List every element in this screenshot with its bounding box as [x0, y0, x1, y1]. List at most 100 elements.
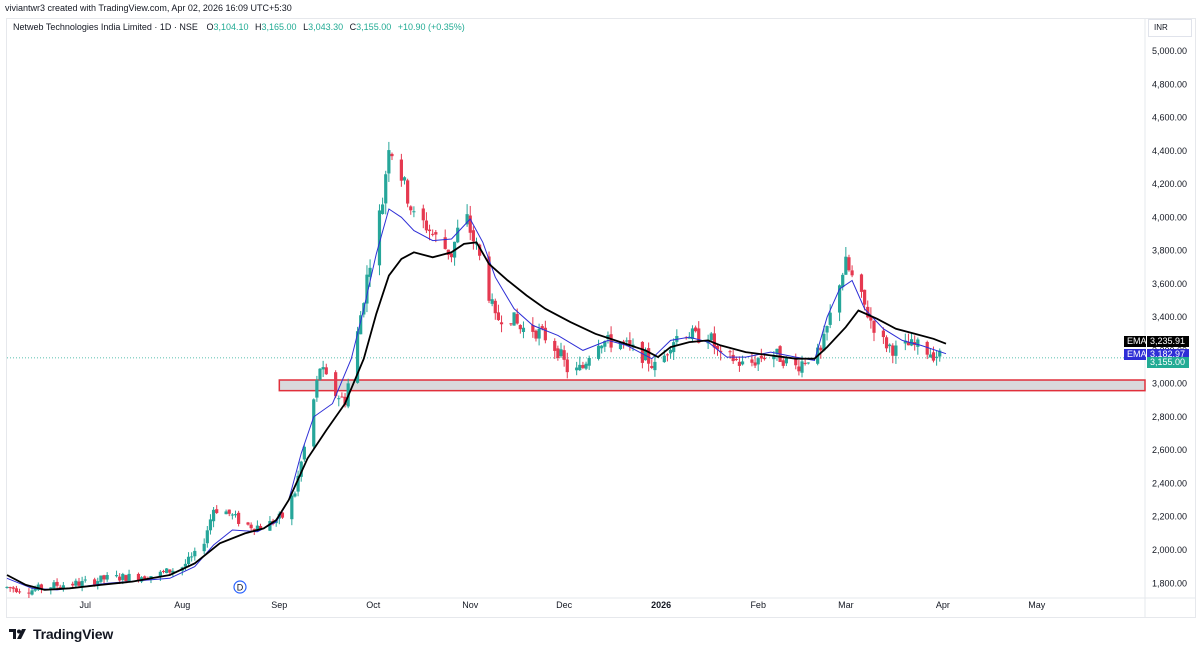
close-value: 3,155.00 [356, 22, 392, 32]
candle-body [168, 569, 172, 573]
candle-body [296, 475, 300, 492]
candle-body [690, 328, 695, 340]
candle-body [312, 399, 316, 447]
candle-body [193, 550, 197, 557]
candle-body [427, 229, 432, 232]
candle-body [737, 361, 742, 366]
x-tick-label: Aug [174, 600, 190, 610]
candle-body [208, 519, 213, 531]
candle-body [640, 341, 644, 363]
candle-body [709, 333, 713, 341]
candle-body [759, 355, 763, 359]
tradingview-brand[interactable]: TradingView [8, 625, 113, 643]
candle-body [171, 570, 175, 573]
y-tick-label: 4,000.00 [1152, 212, 1187, 222]
candle-body [803, 362, 807, 364]
candle-body [828, 312, 832, 325]
candle-body [537, 328, 541, 339]
candle-body [118, 576, 122, 581]
candle-body [697, 328, 701, 343]
candle-body [706, 339, 710, 344]
candle-body [96, 581, 100, 586]
candle-body [230, 514, 234, 516]
candle-body [625, 340, 629, 342]
candle-body [515, 314, 519, 324]
candle-body [227, 509, 231, 514]
candle-body [740, 361, 745, 365]
candle-body [205, 530, 209, 544]
candle-body [631, 344, 635, 346]
dividend-marker[interactable]: D [233, 580, 247, 594]
candle-body [891, 345, 895, 356]
candle-body [872, 321, 876, 333]
x-tick-label: Mar [838, 600, 854, 610]
candle-body [556, 348, 560, 359]
candle-body [559, 349, 563, 357]
candle-body [268, 521, 272, 531]
candle-body [822, 333, 826, 351]
candle-body [224, 511, 228, 515]
currency-selector[interactable]: INR [1148, 19, 1192, 37]
candle-body [105, 575, 109, 580]
x-tick-label: Nov [462, 600, 479, 610]
candle-body [753, 362, 757, 366]
candle-body [161, 571, 166, 573]
candle-body [756, 358, 760, 365]
candle-body [127, 573, 131, 581]
candle-body [734, 359, 738, 361]
candle-body [540, 326, 544, 329]
candle-body [819, 347, 823, 351]
y-tick-label: 2,400.00 [1152, 478, 1187, 488]
candle-body [77, 581, 81, 586]
candle-body [884, 337, 889, 349]
candle-body [381, 204, 385, 214]
x-tick-label: Dec [556, 600, 573, 610]
candle-body [750, 359, 754, 363]
candle-body [575, 367, 579, 371]
candle-body [521, 327, 526, 333]
candle-body [471, 230, 475, 242]
candle-body [487, 256, 491, 301]
dividend-marker-icon [233, 580, 247, 594]
candle-body [468, 215, 472, 233]
candle-body [409, 206, 413, 211]
candle-body [143, 576, 147, 579]
candle-body [668, 349, 673, 354]
y-tick-label: 4,400.00 [1152, 146, 1187, 156]
candle-body [800, 361, 804, 373]
candle-body [52, 582, 56, 589]
candle-body [27, 592, 31, 594]
low-value: 3,043.30 [308, 22, 344, 32]
candle-body [384, 174, 388, 204]
low-label: L [303, 22, 309, 32]
candle-body [299, 461, 303, 477]
candle-body [584, 363, 588, 369]
candle-body [925, 341, 929, 355]
candles-group [5, 141, 942, 599]
candle-body [603, 341, 607, 347]
candle-body [102, 575, 106, 580]
candle-body [465, 214, 469, 225]
candle-body [71, 583, 75, 586]
chart-pane[interactable] [6, 18, 1196, 618]
candle-body [83, 579, 87, 581]
ohlc-legend: Netweb Technologies India Limited · 1D ·… [13, 22, 465, 32]
candle-body [14, 588, 18, 592]
dividend-marker-label: D [237, 583, 244, 593]
candle-body [387, 150, 391, 174]
last-price-tag-value: 3,155.00 [1147, 356, 1189, 368]
candle-body [412, 211, 416, 213]
candle-body [431, 233, 435, 235]
candle-body [712, 333, 716, 348]
candle-body [794, 358, 798, 366]
y-tick-label: 3,800.00 [1152, 246, 1187, 256]
candle-body [581, 365, 585, 368]
candle-body [340, 396, 344, 398]
candle-body [121, 573, 125, 580]
candle-body [124, 575, 128, 582]
candle-body [36, 584, 40, 590]
candle-body [99, 575, 103, 582]
candle-body [337, 398, 341, 400]
candle-body [935, 356, 939, 358]
